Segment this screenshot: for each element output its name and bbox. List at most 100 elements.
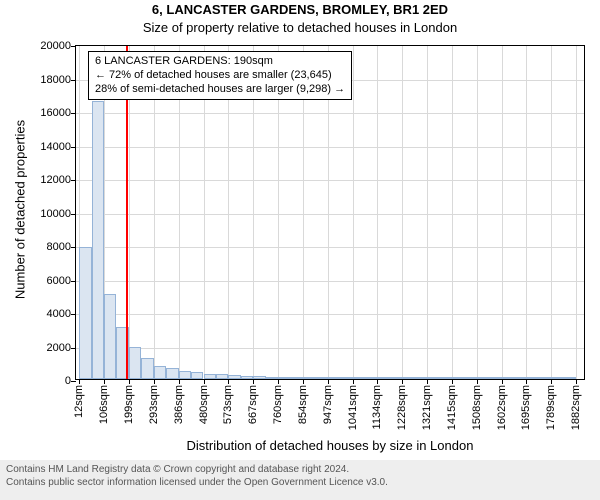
histogram-bar bbox=[315, 377, 327, 379]
xtick-label: 1789sqm bbox=[545, 385, 557, 430]
xtick-label: 12sqm bbox=[73, 385, 85, 418]
annotation-line: 6 LANCASTER GARDENS: 190sqm bbox=[95, 55, 345, 69]
footer: Contains HM Land Registry data © Crown c… bbox=[0, 460, 600, 500]
histogram-bar bbox=[365, 377, 377, 379]
x-axis-label: Distribution of detached houses by size … bbox=[75, 438, 585, 453]
histogram-bar bbox=[502, 377, 514, 379]
grid-line-h bbox=[76, 180, 584, 181]
histogram-bar bbox=[228, 375, 240, 379]
xtick-label: 480sqm bbox=[198, 385, 210, 424]
grid-line-v bbox=[502, 46, 503, 379]
xtick-label: 573sqm bbox=[222, 385, 234, 424]
xtick-label: 1695sqm bbox=[520, 385, 532, 430]
ytick-label: 8000 bbox=[47, 241, 76, 253]
grid-line-h bbox=[76, 113, 584, 114]
histogram-bar bbox=[477, 377, 489, 379]
grid-line-v bbox=[427, 46, 428, 379]
xtick-mark bbox=[328, 379, 329, 384]
ytick-label: 12000 bbox=[40, 174, 76, 186]
xtick-mark bbox=[179, 379, 180, 384]
histogram-bar bbox=[514, 377, 526, 379]
xtick-mark bbox=[526, 379, 527, 384]
histogram-bar bbox=[402, 377, 414, 379]
grid-line-h bbox=[76, 214, 584, 215]
histogram-bar bbox=[489, 377, 501, 379]
grid-line-v bbox=[576, 46, 577, 379]
grid-line-v bbox=[353, 46, 354, 379]
xtick-label: 1508sqm bbox=[471, 385, 483, 430]
xtick-label: 1228sqm bbox=[396, 385, 408, 430]
histogram-bar bbox=[278, 377, 290, 379]
xtick-mark bbox=[278, 379, 279, 384]
histogram-bar bbox=[79, 247, 91, 379]
chart-subtitle: Size of property relative to detached ho… bbox=[0, 20, 600, 35]
histogram-bar bbox=[204, 374, 216, 379]
grid-line-v bbox=[477, 46, 478, 379]
histogram-bar bbox=[216, 374, 228, 379]
xtick-label: 1415sqm bbox=[446, 385, 458, 430]
xtick-mark bbox=[402, 379, 403, 384]
histogram-bar bbox=[166, 368, 178, 379]
ytick-label: 10000 bbox=[40, 208, 76, 220]
xtick-label: 386sqm bbox=[173, 385, 185, 424]
ytick-label: 16000 bbox=[40, 107, 76, 119]
xtick-label: 1041sqm bbox=[347, 385, 359, 430]
xtick-mark bbox=[228, 379, 229, 384]
xtick-label: 1882sqm bbox=[570, 385, 582, 430]
histogram-bar bbox=[303, 377, 315, 379]
histogram-bar bbox=[191, 372, 203, 379]
histogram-bar bbox=[353, 377, 365, 379]
histogram-bar bbox=[378, 377, 390, 379]
annotation-line: ← 72% of detached houses are smaller (23… bbox=[95, 69, 345, 83]
xtick-label: 667sqm bbox=[247, 385, 259, 424]
xtick-mark bbox=[427, 379, 428, 384]
grid-line-h bbox=[76, 314, 584, 315]
histogram-bar bbox=[104, 294, 116, 379]
grid-line-v bbox=[452, 46, 453, 379]
xtick-label: 854sqm bbox=[297, 385, 309, 424]
xtick-label: 760sqm bbox=[272, 385, 284, 424]
chart-title: 6, LANCASTER GARDENS, BROMLEY, BR1 2ED bbox=[0, 2, 600, 17]
xtick-mark bbox=[154, 379, 155, 384]
xtick-mark bbox=[377, 379, 378, 384]
xtick-mark bbox=[129, 379, 130, 384]
xtick-label: 1602sqm bbox=[496, 385, 508, 430]
plot-area: 0200040006000800010000120001400016000180… bbox=[75, 45, 585, 380]
xtick-mark bbox=[253, 379, 254, 384]
histogram-bar bbox=[390, 377, 402, 379]
histogram-bar bbox=[427, 377, 439, 379]
xtick-mark bbox=[204, 379, 205, 384]
xtick-mark bbox=[502, 379, 503, 384]
ytick-label: 18000 bbox=[40, 74, 76, 86]
y-axis-label: Number of detached properties bbox=[13, 110, 28, 310]
histogram-bar bbox=[340, 377, 352, 379]
histogram-bar bbox=[465, 377, 477, 379]
histogram-bar bbox=[266, 377, 278, 380]
xtick-label: 106sqm bbox=[98, 385, 110, 424]
histogram-bar bbox=[179, 371, 191, 379]
histogram-bar bbox=[328, 377, 340, 379]
histogram-bar bbox=[452, 377, 464, 379]
ytick-label: 14000 bbox=[40, 141, 76, 153]
xtick-label: 1134sqm bbox=[371, 385, 383, 429]
ytick-label: 2000 bbox=[47, 342, 76, 354]
grid-line-h bbox=[76, 281, 584, 282]
xtick-mark bbox=[452, 379, 453, 384]
histogram-bar bbox=[539, 377, 551, 379]
footer-line-2: Contains public sector information licen… bbox=[6, 477, 594, 490]
grid-line-h bbox=[76, 348, 584, 349]
histogram-bar bbox=[415, 377, 427, 379]
annotation-box: 6 LANCASTER GARDENS: 190sqm← 72% of deta… bbox=[88, 51, 352, 100]
grid-line-h bbox=[76, 247, 584, 248]
ytick-label: 6000 bbox=[47, 275, 76, 287]
histogram-bar bbox=[92, 101, 104, 379]
histogram-bar bbox=[253, 376, 265, 379]
xtick-mark bbox=[79, 379, 80, 384]
grid-line-v bbox=[402, 46, 403, 379]
ytick-label: 20000 bbox=[40, 40, 76, 52]
xtick-mark bbox=[477, 379, 478, 384]
xtick-mark bbox=[551, 379, 552, 384]
xtick-mark bbox=[303, 379, 304, 384]
xtick-label: 199sqm bbox=[123, 385, 135, 424]
histogram-bar bbox=[241, 376, 253, 379]
